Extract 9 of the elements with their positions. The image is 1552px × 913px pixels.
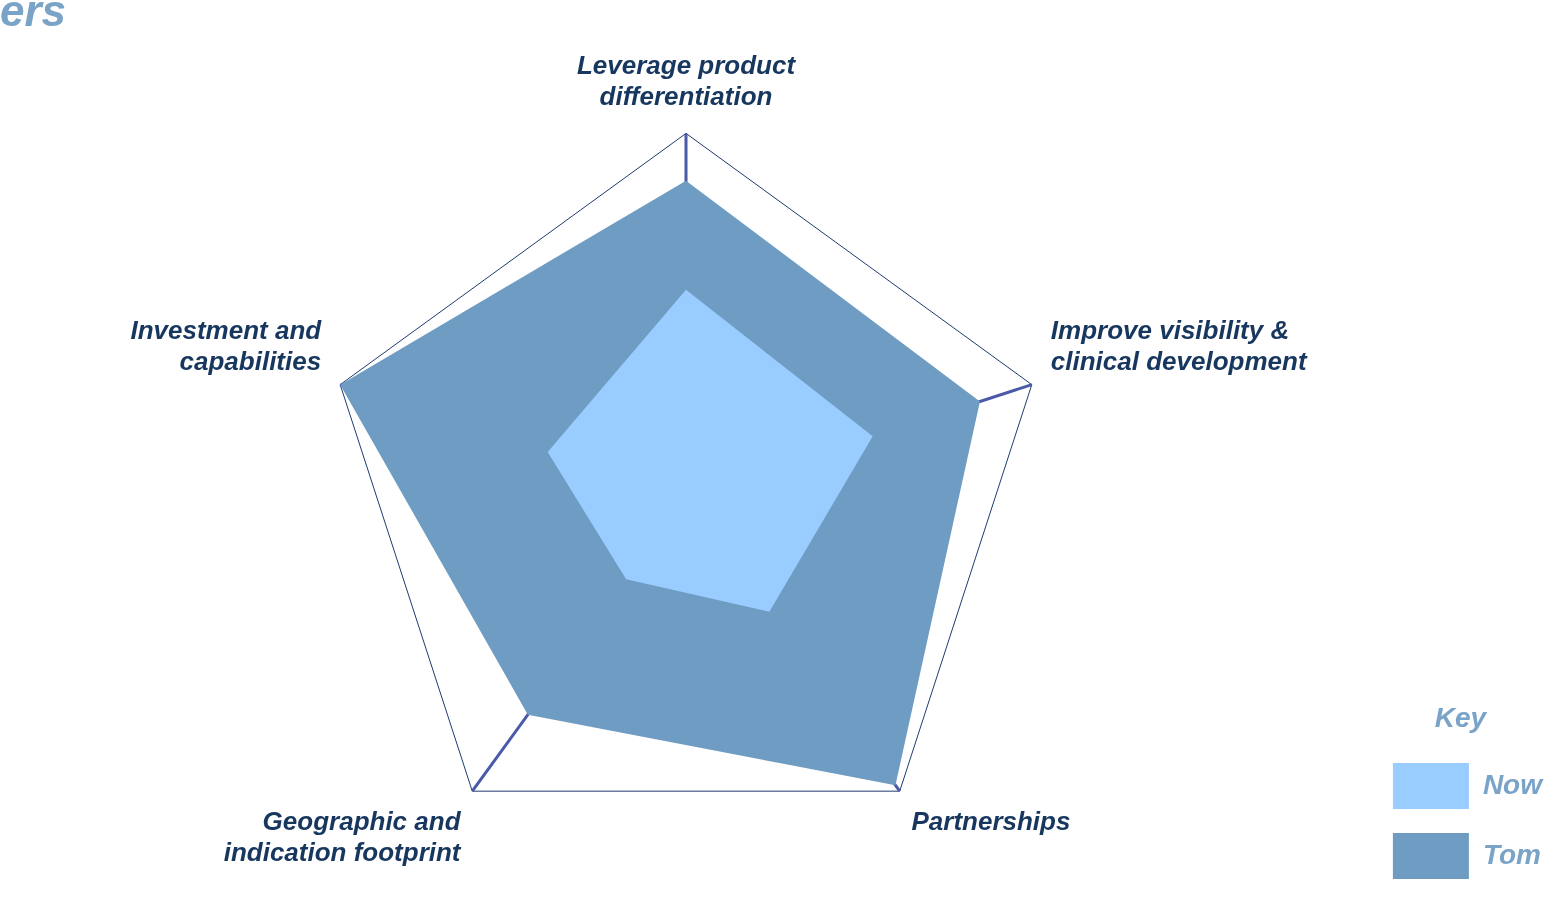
spoke-label: Investment and capabilities <box>130 314 323 377</box>
legend-label: Now <box>1482 768 1545 800</box>
spoke-label: Geographic and indication footprint <box>223 806 462 868</box>
spoke-label: Partnerships <box>911 806 1071 837</box>
spoke-label: Improve visibility & clinical development <box>1050 314 1308 377</box>
legend-title: Key <box>1434 702 1488 734</box>
spoke-label: Leverage product differentiation <box>576 49 797 111</box>
legend-label: Tom <box>1482 838 1541 870</box>
chart-title: ers <box>0 0 67 36</box>
